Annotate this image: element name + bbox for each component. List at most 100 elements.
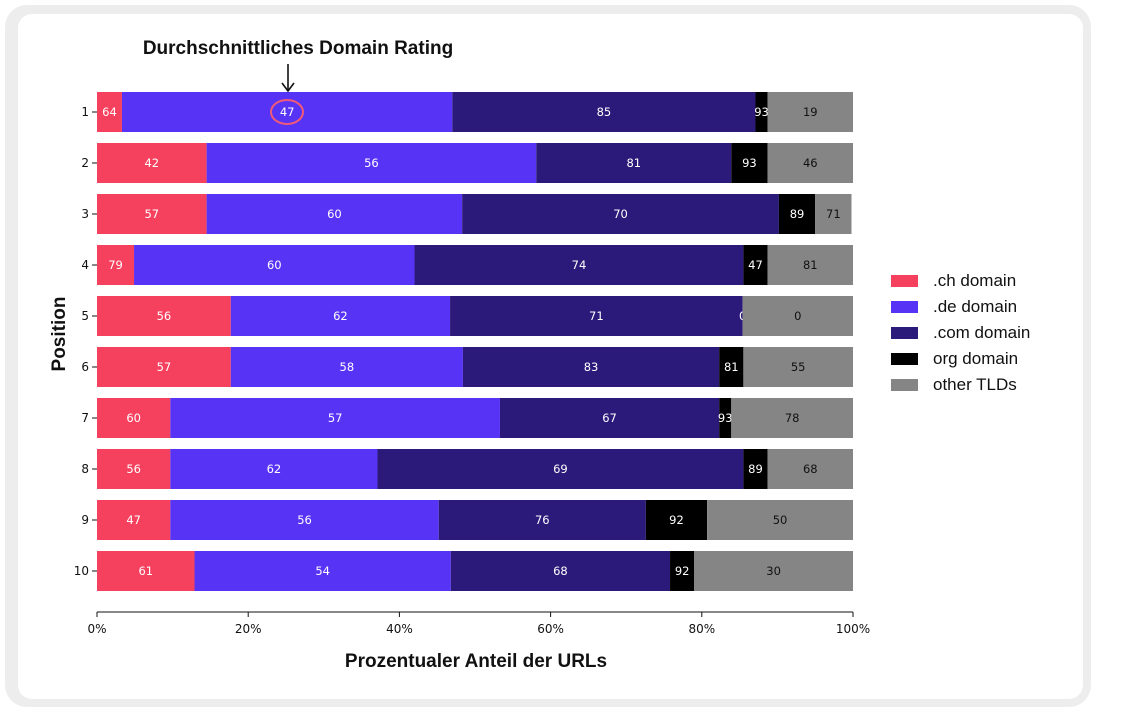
bar-data-label: 76 [535,513,550,527]
bar-segment [377,449,744,489]
bar-segment [450,296,743,336]
y-tick-label: 6 [81,360,89,374]
bar-segment [97,194,207,234]
bar-segment [206,194,463,234]
bar-data-label: 81 [626,156,641,170]
bar-data-label: 78 [785,411,800,425]
bar-segment [694,551,853,591]
annotation-title: Durchschnittliches Domain Rating [143,38,453,59]
x-tick-label: 40% [386,622,413,636]
bar-data-label: 81 [724,360,739,374]
bar-segment [97,500,171,540]
y-tick-label: 4 [81,258,89,272]
bar-segment [719,347,744,387]
y-tick-label: 1 [81,105,89,119]
bar-segment [97,398,171,438]
bar-segment [767,143,853,183]
legend: .ch domain .de domain .com domain org do… [891,268,1030,398]
bar-data-label: 69 [553,462,568,476]
bar-data-label: 68 [803,462,818,476]
bar-segment [452,92,756,132]
bar-data-label: 56 [297,513,312,527]
bar-data-label: 71 [826,207,841,221]
bar-data-label: 19 [803,105,818,119]
bar-data-label: 93 [718,411,733,425]
bar-data-label: 56 [364,156,379,170]
legend-swatch [891,353,918,365]
bar-data-label: 68 [553,564,568,578]
bar-data-label: 61 [138,564,153,578]
bar-data-label: 83 [584,360,599,374]
bar-data-label: 62 [267,462,282,476]
bar-segment [170,500,439,540]
bar-segment [755,92,768,132]
bar-data-label: 70 [613,207,628,221]
bar-data-label: 58 [340,360,355,374]
bar-segment [97,92,122,132]
bar-data-label: 46 [803,156,818,170]
bar-segment [194,551,451,591]
bar-data-label: 85 [597,105,612,119]
bar-data-label: 93 [754,105,769,119]
bar-segment [670,551,695,591]
bar-data-label: 64 [102,105,117,119]
bar-segment [462,347,720,387]
legend-label: other TLDs [933,375,1017,394]
bar-data-label: 62 [333,309,348,323]
bar-segment [230,347,463,387]
bar-segment [438,500,646,540]
bar-segment [134,245,415,285]
bar-segment [743,245,768,285]
legend-item-com: .com domain [891,320,1030,346]
bar-data-label: 57 [157,360,172,374]
bar-segment [645,500,708,540]
bar-data-label: 74 [572,258,587,272]
bar-segment [414,245,744,285]
bar-segment [743,449,768,489]
bar-data-label: 0 [794,309,801,323]
x-tick-label: 60% [537,622,564,636]
legend-label: .de domain [933,297,1018,316]
bar-segment [170,398,500,438]
y-axis-title: Position [49,297,70,372]
bar-segment [97,449,171,489]
x-tick-label: 0% [87,622,106,636]
legend-swatch [891,327,918,339]
bar-data-label: 56 [126,462,141,476]
bar-data-label: 50 [773,513,788,527]
bar-data-label: 54 [315,564,330,578]
bar-data-label: 57 [328,411,343,425]
bar-segment [815,194,852,234]
bar-data-label: 93 [742,156,757,170]
y-tick-label: 5 [81,309,89,323]
bar-segment [462,194,779,234]
bar-segment [778,194,816,234]
bar-data-label: 55 [791,360,806,374]
y-tick-label: 3 [81,207,89,221]
bar-data-label: 60 [267,258,282,272]
x-tick-label: 20% [235,622,262,636]
x-tick-label: 100% [836,622,870,636]
y-tick-label: 8 [81,462,89,476]
legend-label: .com domain [933,323,1031,342]
bar-segment [719,398,732,438]
bar-segment [742,296,853,336]
bar-segment [97,551,195,591]
bar-segment [97,347,231,387]
bar-data-label: 42 [144,156,159,170]
highlight-circle [270,99,304,125]
x-tick-label: 80% [688,622,715,636]
bar-segment [97,143,207,183]
bar-segment [97,245,135,285]
bar-segment [731,398,853,438]
down-arrow-icon [281,64,295,93]
bar-data-label: 71 [589,309,604,323]
bar-segment [767,449,853,489]
bar-segment [170,449,378,489]
bar-segment [767,245,853,285]
legend-swatch [891,275,918,287]
bar-data-label: 79 [108,258,123,272]
y-tick-label: 9 [81,513,89,527]
legend-label: .ch domain [933,271,1017,290]
